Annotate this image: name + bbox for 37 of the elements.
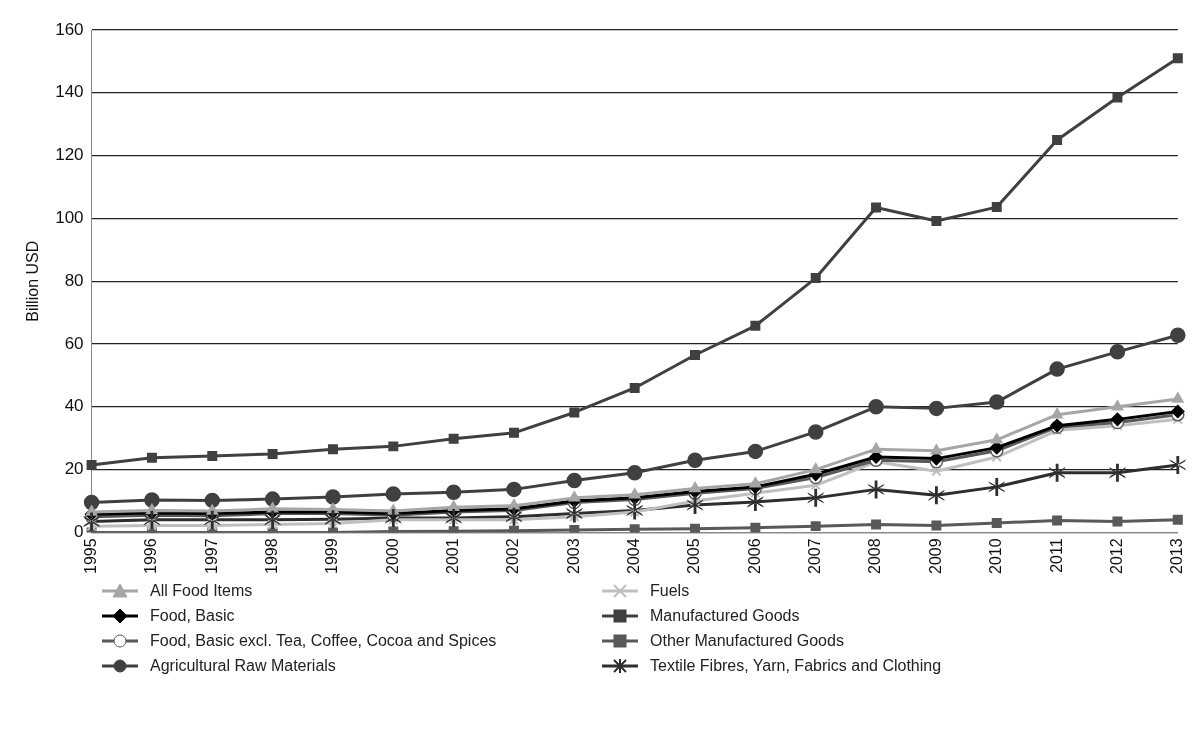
legend-label: All Food Items (150, 581, 253, 600)
legend-label: Food, Basic (150, 606, 235, 625)
y-tick-label: 100 (55, 208, 84, 228)
legend-label: Food, Basic excl. Tea, Coffee, Cocoa and Spices (150, 631, 497, 650)
x-tick-label: 2008 (866, 538, 884, 574)
x-tick-label: 2005 (685, 538, 703, 574)
x-tick-label: 2004 (625, 538, 643, 574)
y-tick-label: 120 (55, 145, 84, 165)
x-tick-label: 1995 (81, 538, 99, 574)
x-tick-label: 2009 (926, 538, 944, 574)
x-tick-label: 2010 (987, 538, 1005, 574)
x-tick-label: 2006 (745, 538, 763, 574)
x-tick-label: 1999 (323, 538, 341, 574)
x-tick-label: 1997 (202, 538, 220, 574)
y-tick-label: 20 (64, 459, 84, 479)
y-tick-label: 140 (55, 82, 84, 102)
x-tick-label: 2013 (1168, 538, 1186, 574)
x-tick-label: 1996 (142, 538, 160, 574)
legend-label: Agricultural Raw Materials (150, 656, 336, 675)
x-tick-label: 2007 (806, 538, 824, 574)
x-tick-label: 2012 (1107, 538, 1125, 574)
y-tick-label: 40 (64, 396, 84, 416)
y-axis-title: Billion USD (24, 240, 42, 322)
legend-label: Textile Fibres, Yarn, Fabrics and Clothing (650, 656, 942, 675)
legend-label: Fuels (650, 581, 690, 600)
x-tick-label: 2003 (564, 538, 582, 574)
legend-label: Manufactured Goods (650, 606, 800, 625)
legend-label: Other Manufactured Goods (650, 631, 844, 650)
x-tick-label: 1998 (263, 538, 281, 574)
y-tick-label: 0 (74, 522, 84, 542)
y-tick-label: 160 (55, 19, 84, 39)
x-tick-label: 2002 (504, 538, 522, 574)
x-tick-label: 2000 (383, 538, 401, 574)
y-tick-label: 80 (64, 270, 84, 290)
y-tick-label: 60 (64, 333, 84, 353)
x-tick-label: 2011 (1047, 538, 1065, 573)
x-tick-label: 2001 (444, 538, 462, 574)
